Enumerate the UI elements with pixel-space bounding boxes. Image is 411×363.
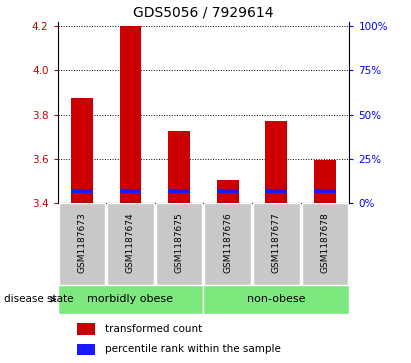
Bar	[266, 189, 287, 193]
Bar	[203, 285, 349, 314]
Bar	[58, 203, 105, 285]
Text: GSM1187673: GSM1187673	[77, 212, 86, 273]
Bar	[71, 98, 93, 203]
Bar	[204, 203, 251, 285]
Bar	[314, 189, 336, 193]
Bar	[302, 203, 349, 285]
Bar	[168, 131, 190, 203]
Bar	[71, 189, 93, 193]
Title: GDS5056 / 7929614: GDS5056 / 7929614	[133, 5, 274, 19]
Text: percentile rank within the sample: percentile rank within the sample	[105, 344, 281, 354]
Text: morbidly obese: morbidly obese	[88, 294, 173, 305]
Bar	[77, 343, 95, 355]
Bar	[58, 285, 203, 314]
Text: disease state: disease state	[4, 294, 74, 305]
Bar	[253, 203, 300, 285]
Bar	[107, 203, 154, 285]
Bar	[156, 203, 203, 285]
Text: GSM1187675: GSM1187675	[175, 212, 184, 273]
Bar	[120, 26, 141, 203]
Text: transformed count: transformed count	[105, 324, 203, 334]
Bar	[314, 160, 336, 203]
Bar	[217, 180, 239, 203]
Bar	[77, 323, 95, 335]
Text: GSM1187674: GSM1187674	[126, 212, 135, 273]
Bar	[217, 189, 239, 193]
Bar	[120, 189, 141, 193]
Text: GSM1187676: GSM1187676	[223, 212, 232, 273]
Text: GSM1187677: GSM1187677	[272, 212, 281, 273]
Bar	[266, 121, 287, 203]
Bar	[168, 189, 190, 193]
Text: GSM1187678: GSM1187678	[321, 212, 330, 273]
Text: non-obese: non-obese	[247, 294, 306, 305]
